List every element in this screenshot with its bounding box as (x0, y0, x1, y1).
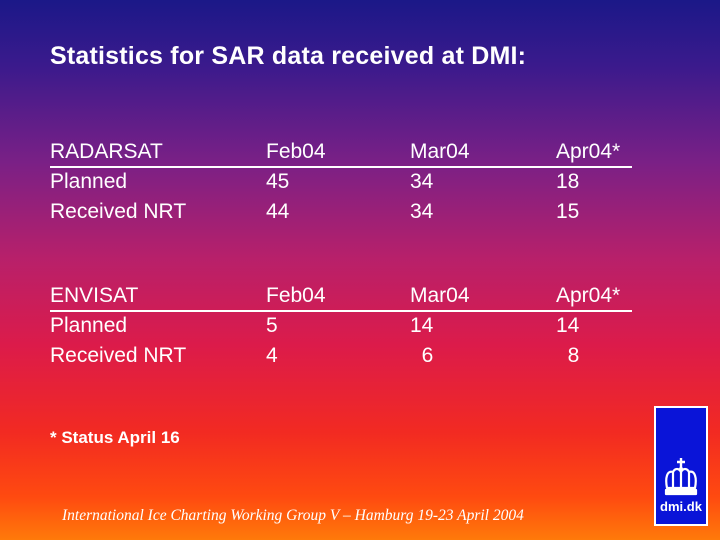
row-label: Received NRT (50, 200, 187, 223)
header-mar: Mar04 (410, 284, 470, 307)
status-footnote: * Status April 16 (50, 428, 180, 447)
header-satellite: ENVISAT (50, 284, 139, 307)
cell-feb: 4 (266, 344, 278, 367)
row-label: Received NRT (50, 344, 187, 367)
header-underline (50, 310, 632, 312)
row-label: Planned (50, 314, 128, 337)
logo-text: dmi.dk (660, 499, 702, 514)
cell-apr: 8 (556, 344, 580, 367)
cell-apr: 18 (556, 170, 580, 193)
cell-mar: 34 (410, 170, 434, 193)
cell-mar: 34 (410, 200, 434, 223)
cell-apr: 14 (556, 314, 580, 337)
row-label: Planned (50, 170, 128, 193)
header-feb: Feb04 (266, 284, 326, 307)
header-apr: Apr04* (556, 140, 621, 163)
footer-text: International Ice Charting Working Group… (62, 507, 524, 524)
header-satellite: RADARSAT (50, 140, 163, 163)
crown-icon (664, 458, 698, 496)
header-feb: Feb04 (266, 140, 326, 163)
cell-feb: 44 (266, 200, 290, 223)
header-mar: Mar04 (410, 140, 470, 163)
dmi-logo: dmi.dk (654, 406, 708, 526)
cell-mar: 14 (410, 314, 434, 337)
cell-feb: 45 (266, 170, 290, 193)
header-underline (50, 166, 632, 168)
header-apr: Apr04* (556, 284, 621, 307)
cell-apr: 15 (556, 200, 580, 223)
cell-feb: 5 (266, 314, 278, 337)
slide-title: Statistics for SAR data received at DMI: (50, 42, 527, 70)
cell-mar: 6 (410, 344, 434, 367)
